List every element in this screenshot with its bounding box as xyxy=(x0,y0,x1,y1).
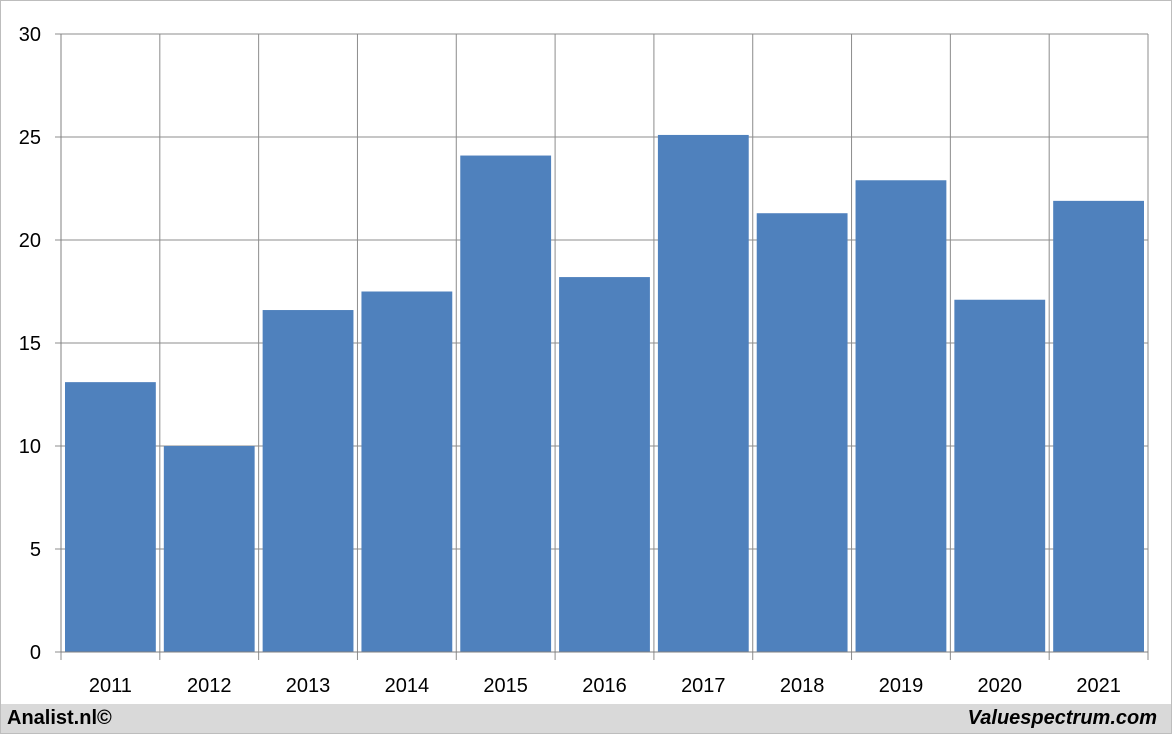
y-tick-label: 5 xyxy=(30,539,41,561)
y-tick-label: 20 xyxy=(19,230,41,252)
x-tick-label: 2017 xyxy=(681,675,726,697)
bar-2016 xyxy=(559,277,650,652)
footer-credit-right: Valuespectrum.com xyxy=(967,707,1157,729)
x-tick-label: 2013 xyxy=(286,675,331,697)
x-tick-label: 2015 xyxy=(483,675,528,697)
x-tick-label: 2012 xyxy=(187,675,232,697)
x-tick-label: 2019 xyxy=(879,675,924,697)
y-tick-label: 0 xyxy=(30,642,41,664)
y-tick-label: 10 xyxy=(19,436,41,458)
footer-bar: Analist.nl© Valuespectrum.com xyxy=(1,704,1171,733)
x-tick-label: 2020 xyxy=(978,675,1023,697)
bar-2020 xyxy=(954,299,1046,652)
x-tick-label: 2021 xyxy=(1076,675,1121,697)
bar-2019 xyxy=(855,180,947,652)
x-tick-label: 2018 xyxy=(780,675,825,697)
bars xyxy=(65,134,1144,653)
y-tick-label: 30 xyxy=(19,24,41,46)
bar-2012 xyxy=(163,446,255,652)
bar-2021 xyxy=(1053,200,1144,653)
bar-2011 xyxy=(65,382,156,652)
y-tick-labels: 0 5 10 15 20 25 30 xyxy=(19,24,41,664)
y-tick-label: 25 xyxy=(19,127,41,149)
bar-2018 xyxy=(756,213,848,652)
x-tick-label: 2014 xyxy=(385,675,430,697)
x-tick-label: 2016 xyxy=(582,675,627,697)
x-tick-labels: 2011 2012 2013 2014 2015 2016 2017 2018 2019 2020… xyxy=(89,675,1121,697)
y-tick-label: 15 xyxy=(19,333,41,355)
bar-2015 xyxy=(460,155,552,653)
footer-credit-left: Analist.nl© xyxy=(7,707,112,729)
bar-2014 xyxy=(361,291,453,652)
bar-2013 xyxy=(262,310,354,652)
bar-2017 xyxy=(657,134,749,652)
x-tick-label: 2011 xyxy=(89,675,132,697)
axes xyxy=(55,33,1149,660)
